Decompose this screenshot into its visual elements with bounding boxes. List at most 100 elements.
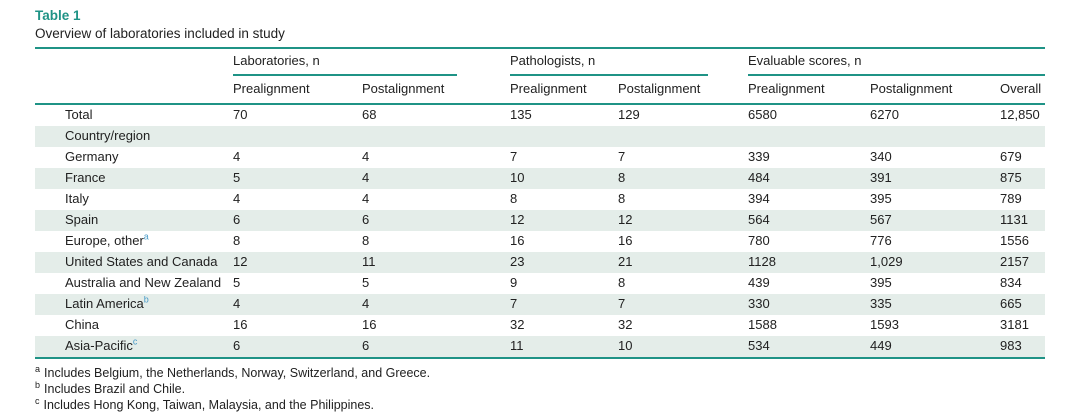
table-cell: 665 (1000, 296, 1022, 311)
table-cell: 12 (233, 254, 248, 269)
table-cell: 834 (1000, 275, 1022, 290)
table-cell: 6270 (870, 107, 899, 122)
table-cell (748, 126, 870, 147)
table-cell: 776 (870, 233, 892, 248)
column-header-prealignment: Prealignment (233, 76, 362, 105)
table-cell: 1131 (1000, 212, 1028, 227)
table-row: United States and Canada 12 11 23 21 1128 1,02… (35, 252, 1046, 273)
table-cell: 4 (362, 296, 370, 311)
footnote-b: b Includes Brazil and Chile. (35, 380, 1045, 397)
footnote-text: Includes Brazil and Chile. (44, 382, 186, 396)
row-label: China (65, 317, 99, 332)
table-cell: 6580 (748, 107, 777, 122)
footnote-ref-b[interactable]: b (143, 294, 149, 305)
table-cell: 339 (748, 149, 770, 164)
table-cell: 534 (748, 336, 871, 359)
table-cell: 11 (510, 336, 619, 359)
table-row: Germany 4 4 7 7 339 340 679 (35, 147, 1045, 168)
footnote-marker: c (35, 395, 40, 406)
table-cell: 4 (233, 296, 241, 311)
column-header-postalignment: Postalignment (870, 76, 1001, 105)
footnotes: a Includes Belgium, the Netherlands, Norw… (35, 363, 1045, 413)
row-label: Australia and New Zealand (65, 275, 222, 290)
table-cell (870, 126, 1000, 147)
table-row: Asia-Pacificc 6 6 11 10 534 449 983 (35, 336, 1046, 359)
table-cell: 23 (510, 254, 525, 269)
table-cell: 129 (618, 107, 640, 122)
table-cell (362, 126, 510, 147)
table-cell: 70 (233, 107, 248, 122)
table-cell: 12 (618, 212, 633, 227)
column-group-label: Pathologists, n (510, 50, 709, 76)
table-cell: 679 (1000, 149, 1022, 164)
row-label: Europe, othera (65, 231, 149, 248)
table-row: Country/region (35, 126, 1046, 147)
table-cell: 16 (233, 317, 248, 332)
table-cell: 1128 (748, 254, 776, 269)
column-header-prealignment: Prealignment (748, 76, 871, 105)
footnote-ref-a[interactable]: a (143, 231, 149, 242)
table-cell: 983 (1000, 336, 1046, 359)
table-cell: 394 (748, 191, 770, 206)
table-cell: 391 (870, 170, 892, 185)
table-cell: 2157 (1000, 254, 1029, 269)
footnote-ref-c[interactable]: c (132, 336, 138, 347)
table-cell: 395 (870, 191, 892, 206)
table-cell: 7 (510, 296, 518, 311)
column-header-prealignment: Prealignment (510, 76, 619, 105)
table-cell: 330 (748, 296, 770, 311)
table-cell (233, 126, 362, 147)
empty-header-cell (35, 47, 233, 76)
table-cell: 32 (510, 317, 525, 332)
table-cell: 12,850 (1000, 107, 1040, 122)
table-cell: 32 (618, 317, 633, 332)
row-label: France (65, 170, 106, 185)
table-body: Total 70 68 135 129 6580 6270 12,850 Country/reg… (35, 104, 1046, 359)
table-cell: 567 (870, 212, 892, 227)
row-label: Latin Americab (65, 294, 149, 311)
column-group-label: Laboratories, n (233, 50, 458, 76)
table-cell: 11 (362, 254, 376, 269)
column-group-pathologists: Pathologists, n (510, 47, 749, 76)
table-cell: 1588 (748, 317, 777, 332)
table-cell: 16 (618, 233, 633, 248)
table-cell: 10 (618, 336, 749, 359)
table-row: Total 70 68 135 129 6580 6270 12,850 (35, 104, 1045, 126)
table-cell: 340 (870, 149, 892, 164)
footnote-text: Includes Belgium, the Netherlands, Norwa… (44, 366, 431, 380)
table-cell: 6 (233, 336, 362, 359)
table-row: Australia and New Zealand 5 5 9 8 439 395 834 (35, 273, 1045, 294)
column-header-postalignment: Postalignment (618, 76, 749, 105)
table-cell: 4 (233, 149, 241, 164)
column-group-row: Laboratories, n Pathologists, n Evaluabl… (35, 47, 1046, 76)
table-cell: 16 (362, 317, 377, 332)
table-cell: 875 (1000, 170, 1022, 185)
table-cell: 1,029 (870, 254, 903, 269)
table-cell: 449 (870, 336, 1001, 359)
table-row: France 5 4 10 8 484 391 875 (35, 168, 1046, 189)
row-label: Germany (65, 149, 119, 164)
row-label: Spain (65, 212, 99, 227)
table-cell: 789 (1000, 191, 1022, 206)
table-cell: 439 (748, 275, 770, 290)
table-cell: 7 (510, 149, 518, 164)
table-cell: 4 (362, 191, 370, 206)
row-label: United States and Canada (65, 254, 218, 269)
table-cell: 4 (362, 149, 370, 164)
table-cell: 6 (362, 336, 511, 359)
table-cell: 7 (618, 149, 626, 164)
footnote-text: Includes Hong Kong, Taiwan, Malaysia, an… (43, 398, 375, 412)
table-cell: 6 (362, 212, 370, 227)
table-caption: Overview of laboratories included in stu… (35, 26, 285, 41)
table-cell: 5 (233, 170, 241, 185)
column-group-evaluable-scores: Evaluable scores, n (748, 47, 1046, 76)
table-cell: 564 (748, 212, 770, 227)
table-row: Italy 4 4 8 8 394 395 789 (35, 189, 1045, 210)
row-label: Country/region (65, 128, 151, 143)
footnote-marker: a (35, 363, 41, 374)
column-header-overall: Overall (1000, 76, 1046, 105)
table-cell: 16 (510, 233, 525, 248)
table-cell: 10 (510, 170, 525, 185)
column-group-laboratories: Laboratories, n (233, 47, 511, 76)
